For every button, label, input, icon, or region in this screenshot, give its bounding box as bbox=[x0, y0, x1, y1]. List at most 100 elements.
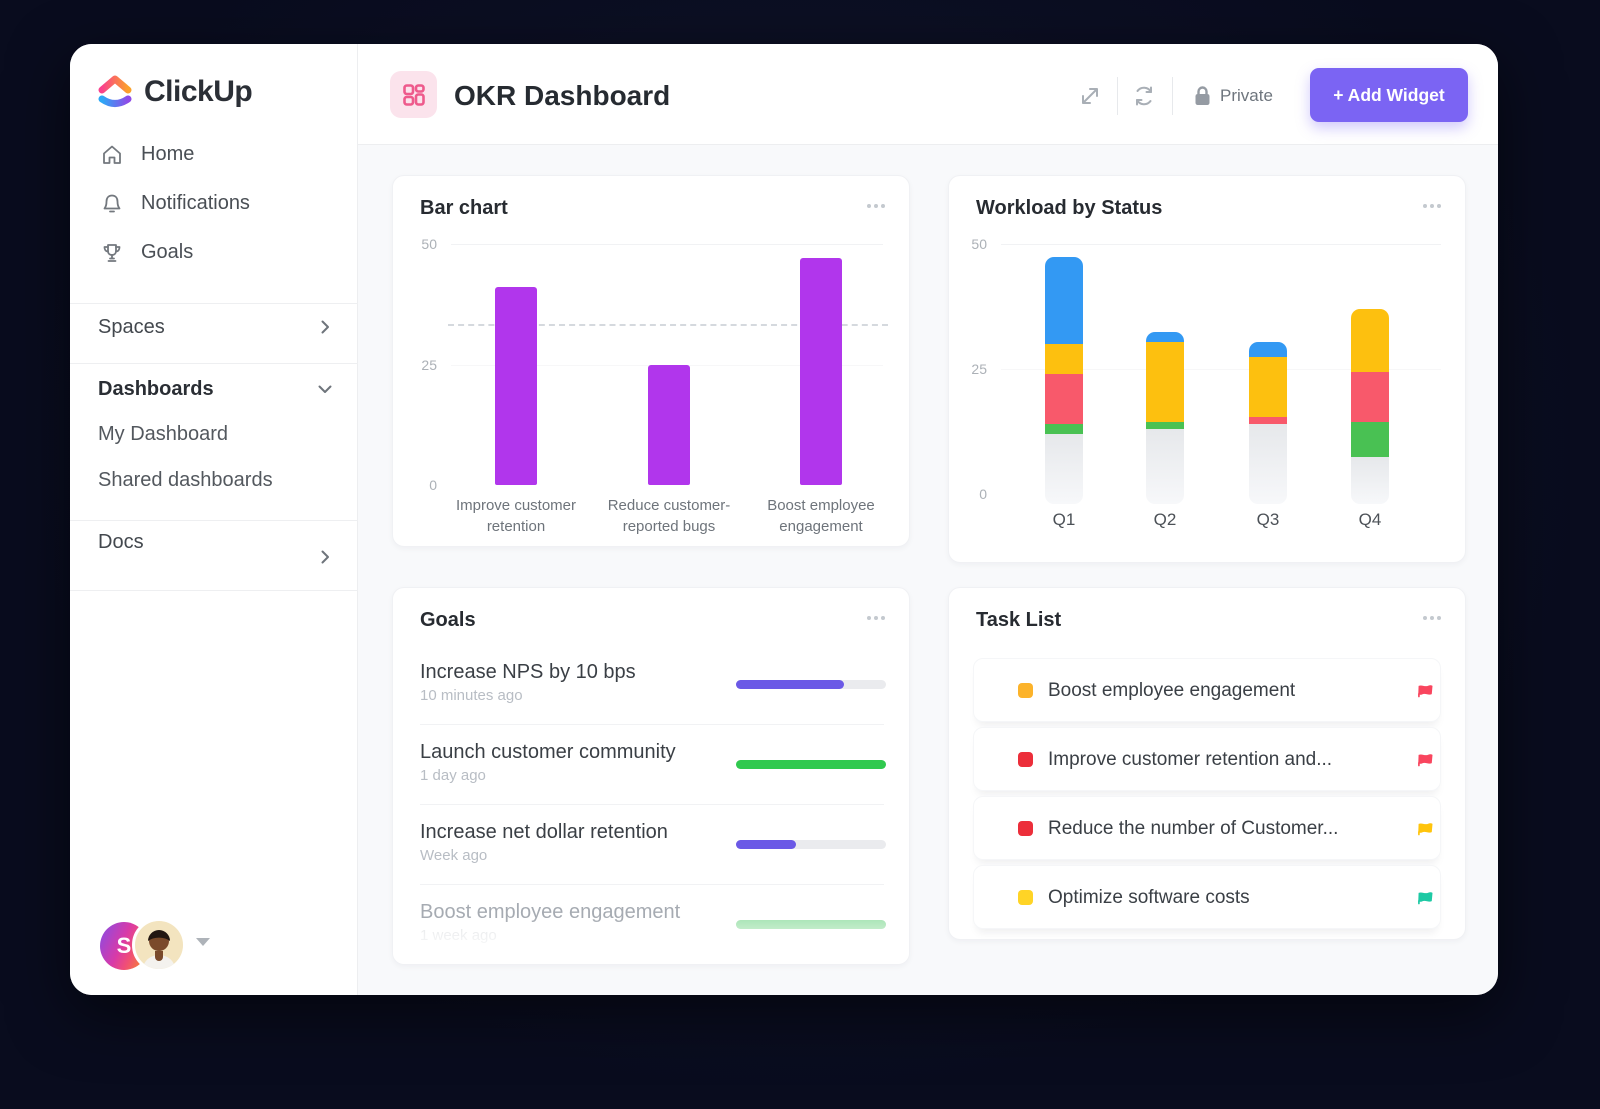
task-row[interactable]: Improve customer retention and... bbox=[973, 727, 1441, 791]
stack-segment-yellow-Q1 bbox=[1045, 344, 1083, 374]
clickup-logo-icon bbox=[98, 75, 132, 107]
privacy-label: Private bbox=[1220, 86, 1273, 105]
priority-flag-icon bbox=[1417, 752, 1434, 772]
stack-segment-blue-Q2 bbox=[1146, 331, 1184, 342]
bell-icon bbox=[103, 194, 121, 212]
clickup-logo[interactable]: ClickUp bbox=[96, 74, 253, 110]
goal-progress-fill bbox=[736, 920, 886, 929]
reference-dashed-line bbox=[448, 323, 888, 326]
expand-button[interactable] bbox=[1072, 78, 1108, 114]
stack-segment-gray-Q2 bbox=[1146, 429, 1184, 504]
stack-segment-red-Q1 bbox=[1045, 374, 1083, 424]
goal-progress-track bbox=[736, 920, 886, 929]
sidebar-item-my-dashboard[interactable]: My Dashboard bbox=[70, 414, 358, 454]
divider bbox=[70, 590, 358, 591]
sidebar-item-label: My Dashboard bbox=[98, 422, 229, 445]
x-axis-label: Boost employee engagement bbox=[767, 497, 875, 535]
sidebar-item-docs[interactable]: Docs bbox=[70, 522, 358, 564]
stack-segment-green-Q4 bbox=[1351, 421, 1389, 457]
widget-menu-button[interactable] bbox=[867, 204, 885, 208]
y-axis-tick: 50 bbox=[421, 236, 437, 252]
task-row[interactable]: Reduce the number of Customer... bbox=[973, 796, 1441, 860]
task-label: Improve customer retention and... bbox=[1048, 749, 1333, 770]
task-list: Boost employee engagement Improve custome… bbox=[949, 588, 1465, 939]
avatar-letter: S bbox=[116, 933, 132, 958]
divider bbox=[70, 363, 358, 364]
bar-2 bbox=[648, 364, 690, 485]
sidebar-item-label: Spaces bbox=[98, 315, 165, 338]
widget-bar-chart: Bar chart 50 25 0 Improve customer retentio… bbox=[392, 175, 910, 547]
logo-text: ClickUp bbox=[144, 75, 253, 108]
expand-icon bbox=[1082, 88, 1098, 104]
y-axis-tick: 0 bbox=[429, 477, 437, 493]
goal-title: Increase net dollar retention bbox=[420, 821, 668, 843]
main-content: Bar chart 50 25 0 Improve customer retentio… bbox=[358, 145, 1498, 995]
chevron-down-icon bbox=[318, 385, 332, 393]
sidebar-item-home[interactable]: Home bbox=[70, 130, 358, 179]
priority-flag-icon bbox=[1417, 821, 1434, 841]
sidebar-item-spaces[interactable]: Spaces bbox=[70, 307, 358, 347]
sidebar-item-label: Shared dashboards bbox=[98, 468, 273, 491]
stack-segment-gray-Q1 bbox=[1045, 434, 1083, 504]
gridline bbox=[451, 244, 883, 245]
privacy-control[interactable]: Private bbox=[1194, 86, 1273, 106]
add-widget-button[interactable]: + Add Widget bbox=[1310, 68, 1468, 122]
stack-segment-yellow-Q2 bbox=[1146, 341, 1184, 422]
chevron-right-icon bbox=[321, 320, 329, 334]
bar-3 bbox=[800, 258, 842, 485]
page-title: OKR Dashboard bbox=[454, 80, 671, 111]
stacked-chart-plot: 50 25 0 Q1 Q2 Q3 Q4 bbox=[949, 176, 1465, 562]
widget-title: Goals bbox=[420, 609, 476, 631]
stack-segment-blue-Q1 bbox=[1045, 256, 1083, 344]
chevron-right-icon bbox=[321, 550, 329, 564]
widget-menu-button[interactable] bbox=[1423, 616, 1441, 620]
divider bbox=[70, 303, 358, 304]
task-row[interactable]: Optimize software costs bbox=[973, 865, 1441, 929]
person-photo bbox=[135, 921, 183, 969]
sidebar-item-goals[interactable]: Goals bbox=[70, 228, 358, 277]
divider bbox=[420, 804, 884, 805]
goal-timestamp: Week ago bbox=[420, 847, 488, 864]
goal-progress-fill bbox=[736, 840, 796, 849]
task-status-square bbox=[1018, 821, 1033, 836]
widget-menu-button[interactable] bbox=[867, 616, 885, 620]
divider bbox=[420, 884, 884, 885]
widget-title: Workload by Status bbox=[976, 197, 1163, 219]
sidebar-item-notifications[interactable]: Notifications bbox=[70, 179, 358, 228]
stack-segment-gray-Q4 bbox=[1351, 456, 1389, 504]
sidebar-item-dashboards[interactable]: Dashboards bbox=[70, 369, 358, 409]
goal-progress-fill bbox=[736, 680, 844, 689]
stack-segment-green-Q2 bbox=[1146, 421, 1184, 429]
refresh-button[interactable] bbox=[1126, 78, 1162, 114]
goal-timestamp: 1 day ago bbox=[420, 767, 486, 784]
sidebar-item-label: Notifications bbox=[141, 192, 250, 214]
widget-menu-button[interactable] bbox=[1423, 204, 1441, 208]
header: OKR Dashboard Private + Add Widget bbox=[358, 44, 1498, 145]
widget-goals: Goals Increase NPS by 10 bps 10 minutes a… bbox=[392, 587, 910, 965]
stack-segment-yellow-Q3 bbox=[1249, 356, 1287, 417]
divider bbox=[420, 724, 884, 725]
dashboard-grid-icon bbox=[402, 83, 425, 106]
x-axis-label: Q1 bbox=[1052, 510, 1076, 529]
goal-progress-track bbox=[736, 680, 886, 689]
dashboard-icon-tile bbox=[390, 71, 437, 118]
stack-segment-blue-Q3 bbox=[1249, 341, 1287, 357]
gridline bbox=[1001, 369, 1441, 370]
x-axis-label: Q2 bbox=[1153, 510, 1177, 529]
x-axis-label: Q3 bbox=[1256, 510, 1280, 529]
task-row[interactable]: Boost employee engagement bbox=[973, 658, 1441, 722]
goals-list: Increase NPS by 10 bps 10 minutes ago Laun… bbox=[393, 588, 909, 964]
refresh-icon bbox=[1136, 86, 1152, 106]
widget-title: Bar chart bbox=[420, 197, 508, 219]
widget-title: Task List bbox=[976, 609, 1062, 631]
stack-segment-red-Q4 bbox=[1351, 371, 1389, 422]
x-axis-label: Reduce customer- reported bugs bbox=[607, 497, 731, 535]
sidebar-item-shared-dashboards[interactable]: Shared dashboards bbox=[70, 460, 358, 500]
gridline bbox=[1001, 244, 1441, 245]
sidebar: ClickUp Home Notifications Goals bbox=[70, 44, 358, 995]
divider bbox=[70, 520, 358, 521]
avatar-dropdown-caret[interactable] bbox=[196, 938, 210, 946]
y-axis-tick: 0 bbox=[979, 486, 987, 502]
avatar-photo[interactable] bbox=[132, 918, 186, 972]
stack-segment-gray-Q3 bbox=[1249, 424, 1287, 504]
